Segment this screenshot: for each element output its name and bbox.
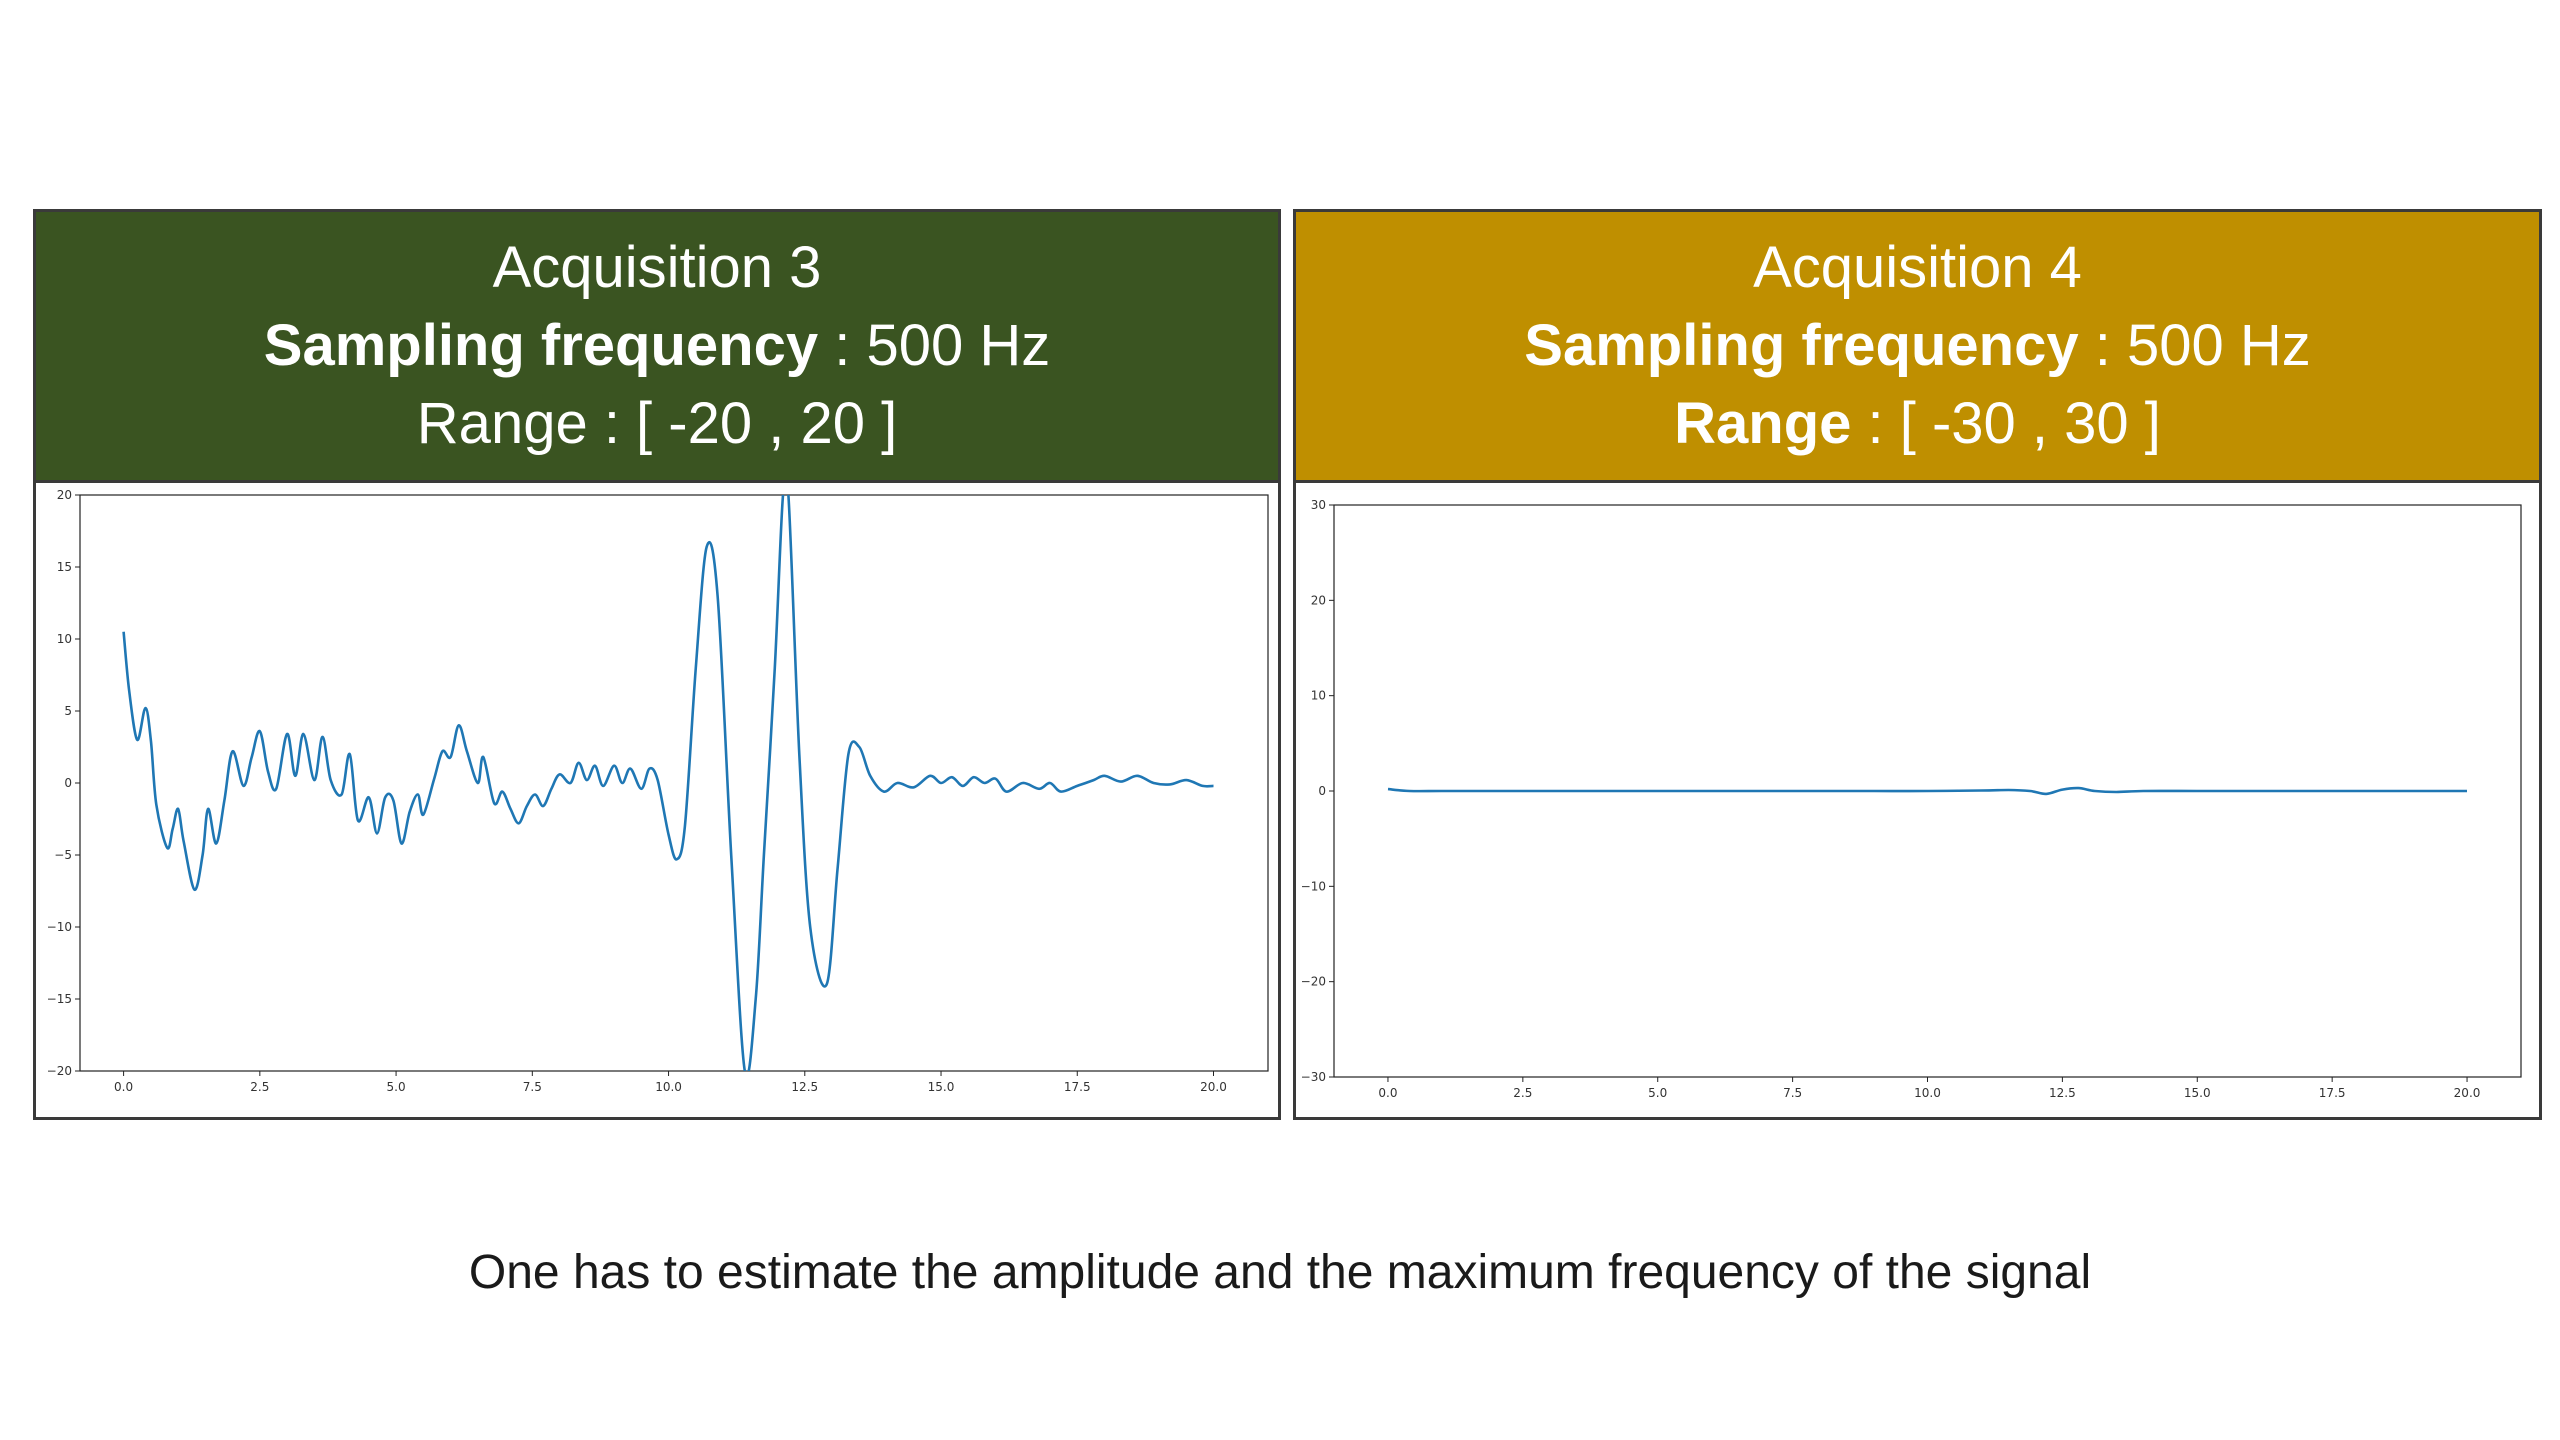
acquisition-4-range-value: : [ -30 , 30 ] bbox=[1851, 391, 2161, 456]
x-tick-label: 12.5 bbox=[791, 1080, 818, 1094]
x-tick-label: 7.5 bbox=[1783, 1086, 1802, 1100]
acquisition-3-plot: 0.0 2.5 5.0 7.5 10.0 12.5 15.0 17.5 20.0 −20 −15 −1… bbox=[36, 483, 1278, 1117]
x-tick-label: 17.5 bbox=[2319, 1086, 2346, 1100]
x-tick-label: 20.0 bbox=[1200, 1080, 1227, 1094]
y-tick-label: 0 bbox=[64, 776, 72, 790]
y-tick-label: −20 bbox=[1301, 975, 1326, 989]
acquisition-3-header: Acquisition 3 Sampling frequency : 500 H… bbox=[36, 212, 1278, 483]
acquisition-4-plot: 0.0 2.5 5.0 7.5 10.0 12.5 15.0 17.5 20.0 −30 −20 −1… bbox=[1296, 483, 2539, 1117]
x-tick-label: 15.0 bbox=[2184, 1086, 2211, 1100]
y-tick-label: 10 bbox=[1311, 689, 1326, 703]
y-tick-label: 20 bbox=[57, 488, 72, 502]
y-tick-label: 15 bbox=[57, 560, 72, 574]
y-tick-label: 10 bbox=[57, 632, 72, 646]
acquisition-3-range: Range : [ -20 , 20 ] bbox=[417, 385, 897, 463]
acquisition-4-chart: 0.0 2.5 5.0 7.5 10.0 12.5 15.0 17.5 20.0 −30 −20 −1… bbox=[1301, 498, 2522, 1100]
acquisition-3-sampling-label: Sampling frequency bbox=[263, 313, 819, 378]
x-tick-label: 5.0 bbox=[387, 1080, 406, 1094]
plot-frame bbox=[79, 494, 1269, 1072]
y-tick-label: −30 bbox=[1301, 1070, 1326, 1084]
acquisition-4-sampling-label: Sampling frequency bbox=[1524, 313, 2079, 378]
acquisition-4-sampling-value: : 500 Hz bbox=[2078, 313, 2311, 378]
x-tick-label: 0.0 bbox=[114, 1080, 133, 1094]
caption: One has to estimate the amplitude and th… bbox=[468, 1246, 2092, 1299]
acquisition-3-range-value: Range : [ -20 , 20 ] bbox=[416, 391, 898, 456]
acquisition-3-sampling: Sampling frequency : 500 Hz bbox=[264, 307, 1050, 385]
y-tick-label: −10 bbox=[1301, 879, 1326, 893]
y-tick-label: −15 bbox=[47, 992, 72, 1006]
y-tick-label: 0 bbox=[1318, 784, 1326, 798]
y-tick-label: −10 bbox=[47, 920, 72, 934]
x-tick-label: 12.5 bbox=[2049, 1086, 2076, 1100]
acquisition-4-panel: Acquisition 4 Sampling frequency : 500 H… bbox=[1293, 209, 2542, 1120]
y-tick-label: 5 bbox=[64, 704, 72, 718]
acquisition-4-title: Acquisition 4 bbox=[1753, 235, 2082, 300]
x-tick-label: 5.0 bbox=[1648, 1086, 1667, 1100]
x-tick-label: 10.0 bbox=[655, 1080, 682, 1094]
x-tick-label: 10.0 bbox=[1914, 1086, 1941, 1100]
y-tick-label: −20 bbox=[47, 1064, 72, 1078]
x-tick-label: 15.0 bbox=[928, 1080, 955, 1094]
x-tick-label: 20.0 bbox=[2454, 1086, 2481, 1100]
x-tick-label: 7.5 bbox=[523, 1080, 542, 1094]
acquisition-4-header: Acquisition 4 Sampling frequency : 500 H… bbox=[1296, 212, 2539, 483]
signal-line bbox=[1387, 786, 2467, 796]
y-tick-label: 20 bbox=[1311, 593, 1326, 607]
acquisition-3-panel: Acquisition 3 Sampling frequency : 500 H… bbox=[33, 209, 1281, 1120]
y-tick-label: −5 bbox=[54, 848, 72, 862]
x-tick-label: 17.5 bbox=[1064, 1080, 1091, 1094]
x-tick-label: 0.0 bbox=[1378, 1086, 1397, 1100]
acquisition-3-title: Acquisition 3 bbox=[492, 235, 822, 300]
acquisition-3-sampling-value: : 500 Hz bbox=[818, 313, 1051, 378]
x-tick-label: 2.5 bbox=[250, 1080, 269, 1094]
acquisition-4-range: Range : [ -30 , 30 ] bbox=[1674, 385, 2161, 463]
acquisition-3-chart: 0.0 2.5 5.0 7.5 10.0 12.5 15.0 17.5 20.0 −20 −15 −1… bbox=[47, 488, 1269, 1094]
y-tick-label: 30 bbox=[1311, 498, 1326, 512]
x-tick-label: 2.5 bbox=[1513, 1086, 1532, 1100]
acquisition-4-sampling: Sampling frequency : 500 Hz bbox=[1524, 307, 2310, 385]
acquisition-4-range-label: Range bbox=[1674, 391, 1852, 456]
signal-line bbox=[122, 495, 1214, 1071]
